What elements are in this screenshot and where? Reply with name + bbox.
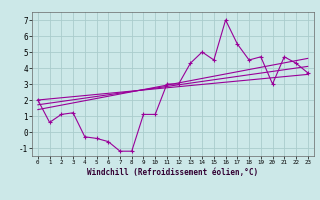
X-axis label: Windchill (Refroidissement éolien,°C): Windchill (Refroidissement éolien,°C) (87, 168, 258, 177)
